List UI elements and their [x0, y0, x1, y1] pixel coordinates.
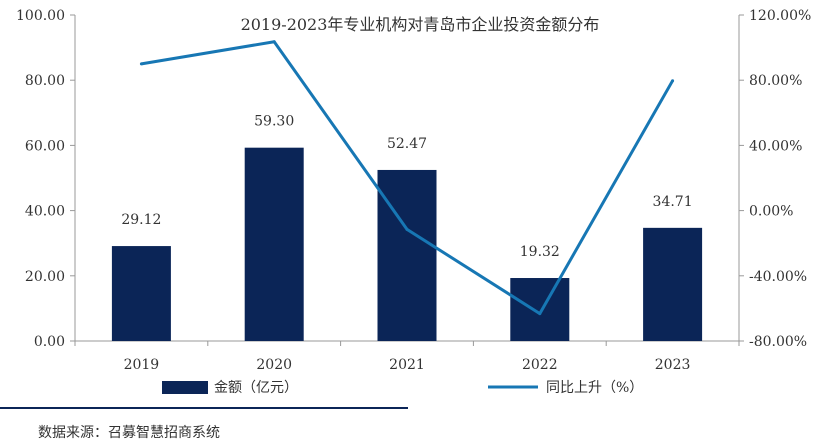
line-point	[405, 227, 409, 231]
legend: 金额（亿元） 同比上升（%）	[162, 380, 643, 396]
bar-value-label: 29.12	[121, 212, 161, 228]
bar-labels: 29.12 59.30 52.47 19.32 34.71	[121, 114, 692, 260]
line-point	[139, 62, 143, 66]
line-point	[272, 40, 276, 44]
legend-swatch-bar	[162, 381, 208, 394]
bar	[111, 246, 171, 341]
y-left-tick-label: 20.00	[25, 269, 65, 285]
x-tick-label: 2021	[389, 357, 425, 373]
y-right-tick-label: 80.00%	[749, 73, 802, 89]
bar-value-label: 34.71	[653, 194, 693, 210]
x-tick-label: 2023	[655, 357, 691, 373]
y-left-tick-label: 100.00	[16, 8, 65, 24]
bar-value-label: 19.32	[520, 244, 560, 260]
line-point	[671, 79, 675, 83]
chart-title: 2019-2023年专业机构对青岛市企业投资金额分布	[241, 15, 600, 34]
line-series	[139, 40, 675, 316]
line-point	[538, 312, 542, 316]
legend-label-bar: 金额（亿元）	[214, 380, 298, 396]
y-left-tick-label: 80.00	[25, 73, 65, 89]
bar-value-label: 52.47	[387, 136, 427, 152]
y-right-tick-label: 0.00%	[749, 204, 793, 220]
bars	[111, 147, 703, 341]
x-tick-label: 2022	[522, 357, 558, 373]
y-left-tick-label: 60.00	[25, 138, 65, 154]
bar	[643, 227, 703, 341]
bar	[377, 169, 437, 341]
y-left-tick-label: 0.00	[34, 334, 65, 350]
x-tick-label: 2020	[256, 357, 292, 373]
bar	[510, 278, 570, 341]
y-left-tick-label: 40.00	[25, 204, 65, 220]
bar-value-label: 59.30	[254, 114, 294, 130]
axes: 0.00 20.00 40.00 60.00 80.00 100.00 -80.00% -40…	[16, 8, 811, 373]
y-right-tick-label: 40.00%	[749, 138, 802, 154]
y-right-tick-label: -80.00%	[749, 334, 807, 350]
y-right-tick-label: 120.00%	[749, 8, 811, 24]
legend-label-line: 同比上升（%）	[546, 380, 643, 396]
x-tick-label: 2019	[124, 357, 160, 373]
bar	[244, 147, 304, 341]
source-note: 数据来源：召募智慧招商系统	[38, 425, 220, 441]
y-right-tick-label: -40.00%	[749, 269, 807, 285]
